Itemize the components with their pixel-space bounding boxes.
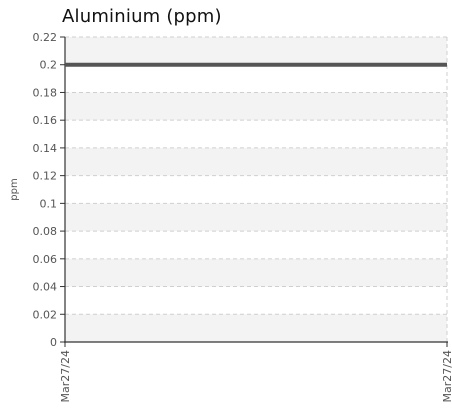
y-tick-label: 0 bbox=[50, 336, 57, 349]
y-tick-label: 0.02 bbox=[33, 308, 58, 321]
y-tick-label: 0.06 bbox=[33, 253, 58, 266]
x-tick-label: Mar27/24 bbox=[441, 350, 452, 402]
grid-band bbox=[65, 258, 447, 287]
x-tick-label: Mar27/24 bbox=[59, 350, 72, 402]
y-tick-label: 0.08 bbox=[33, 225, 58, 238]
y-tick-label: 0.1 bbox=[40, 197, 58, 210]
y-tick-label: 0.04 bbox=[33, 281, 58, 294]
y-axis-title: ppm bbox=[9, 178, 20, 200]
y-tick-label: 0.12 bbox=[33, 170, 58, 183]
x-axis-ticks: Mar27/24 Mar27/24 bbox=[59, 342, 452, 402]
y-tick-label: 0.14 bbox=[33, 142, 58, 155]
grid-band bbox=[65, 203, 447, 232]
grid-band bbox=[65, 147, 447, 176]
y-tick-label: 0.22 bbox=[33, 31, 58, 44]
y-tick-label: 0.16 bbox=[33, 114, 58, 127]
grid-lines bbox=[64, 36, 448, 343]
chart-title: Aluminium (ppm) bbox=[62, 6, 222, 27]
grid-band bbox=[65, 92, 447, 121]
y-tick-label: 0.2 bbox=[40, 59, 58, 72]
axes bbox=[64, 37, 448, 343]
background-bands bbox=[65, 37, 447, 342]
grid-band bbox=[65, 314, 447, 342]
y-tick-label: 0.18 bbox=[33, 86, 58, 99]
y-axis-ticks: 0 0.02 0.04 0.06 0.08 0.1 0.12 0.14 0.16 0.18 0.2 0… bbox=[33, 31, 65, 349]
grid-band bbox=[65, 37, 447, 65]
